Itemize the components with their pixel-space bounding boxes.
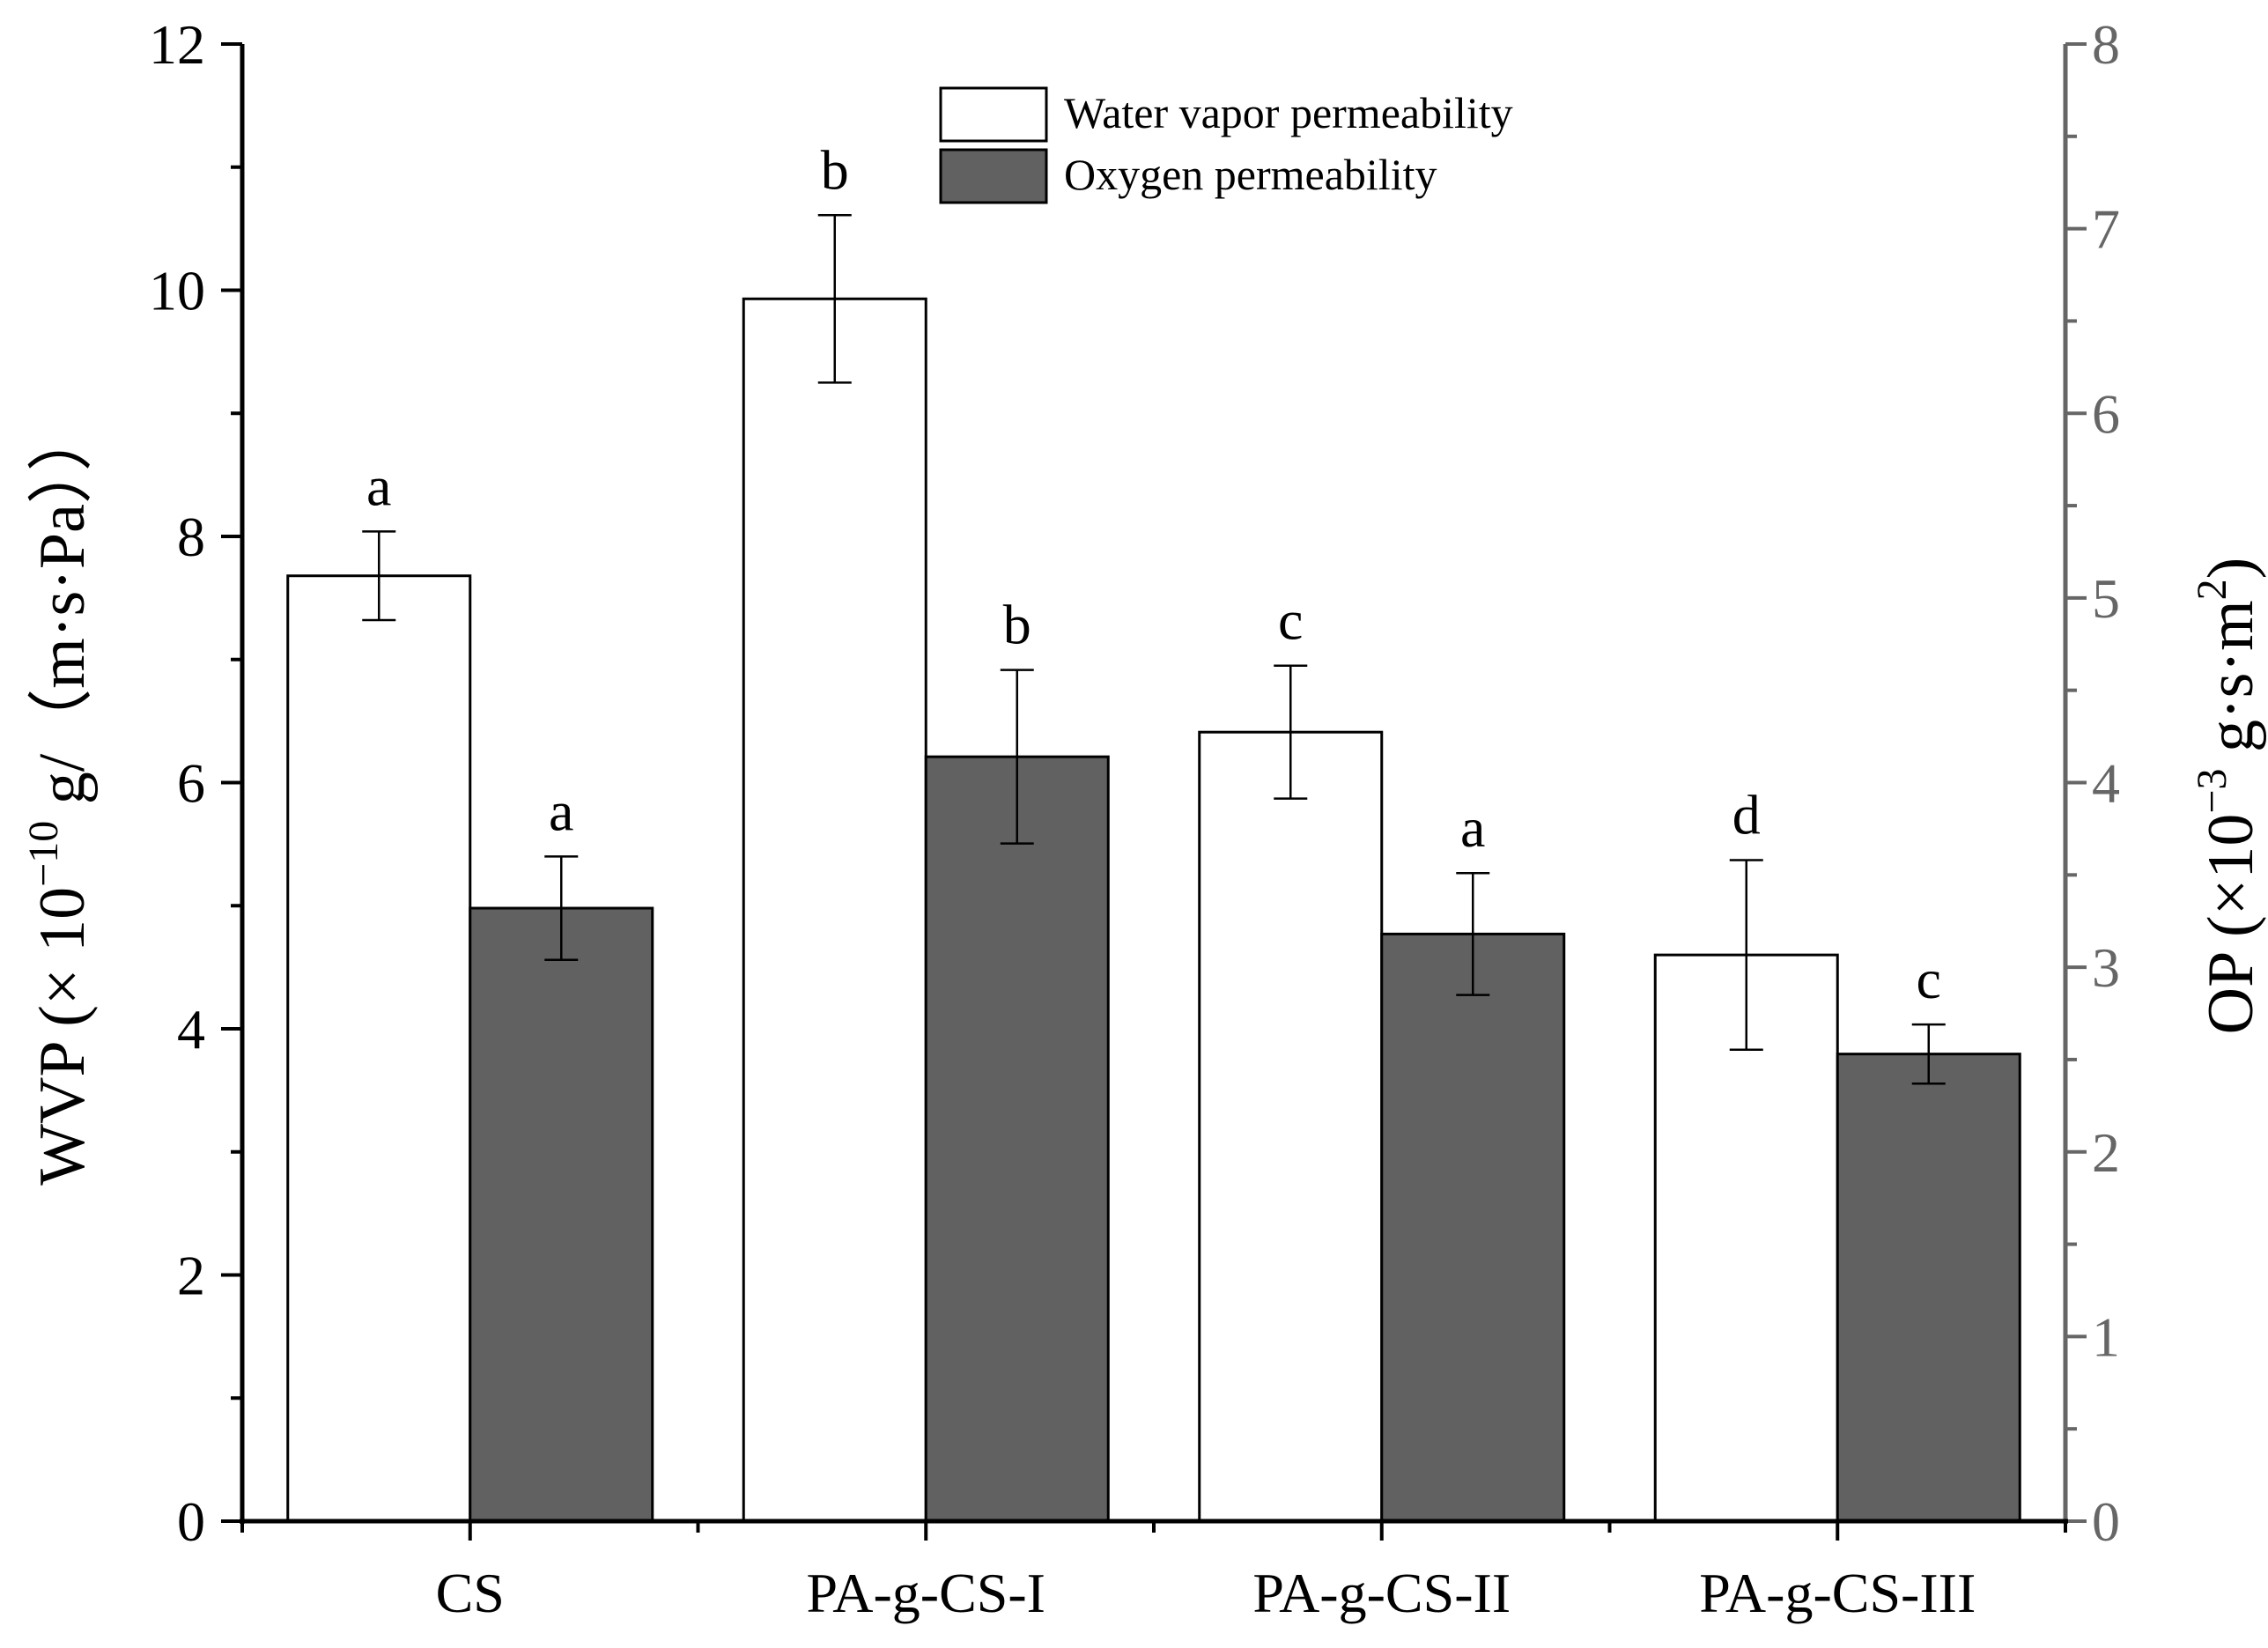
bar-op-3 bbox=[1380, 932, 1566, 1523]
error-bar-op-4 bbox=[1911, 1023, 1946, 1085]
significance-letter-wvp-4: d bbox=[1732, 784, 1761, 846]
legend: Water vapor permeability Oxygen permeabil… bbox=[939, 86, 1513, 204]
bar-wvp-1 bbox=[286, 574, 472, 1523]
right-tick-label: 3 bbox=[2092, 936, 2120, 999]
significance-letter-wvp-1: a bbox=[366, 454, 391, 517]
significance-letter-wvp-2: b bbox=[821, 138, 849, 201]
left-tick-label: 2 bbox=[177, 1245, 205, 1307]
left-axis-title-prefix: WVP (× 10 bbox=[26, 887, 99, 1186]
legend-swatch-op bbox=[939, 148, 1048, 204]
right-axis-title-exponent: −3 bbox=[2189, 769, 2235, 814]
error-bar-op-3 bbox=[1456, 871, 1490, 996]
significance-letter-op-4: c bbox=[1917, 948, 1941, 1010]
bar-wvp-3 bbox=[1198, 730, 1384, 1523]
right-tick-label: 7 bbox=[2092, 198, 2120, 261]
right-tick-label: 5 bbox=[2092, 567, 2120, 630]
significance-letter-op-3: a bbox=[1460, 796, 1485, 859]
legend-label-op: Oxygen permeability bbox=[1064, 150, 1437, 199]
right-tick-label: 6 bbox=[2092, 382, 2120, 445]
error-bar-op-1 bbox=[544, 855, 579, 961]
bar-op-2 bbox=[924, 755, 1110, 1523]
right-axis-title-middle: g·s·m bbox=[2195, 600, 2267, 768]
significance-letters-layer: a a b b c a d c bbox=[366, 138, 1941, 1010]
bar-op-1 bbox=[469, 906, 654, 1523]
right-tick-label: 1 bbox=[2092, 1305, 2120, 1368]
left-tick-label: 0 bbox=[177, 1490, 205, 1553]
x-tick-label: PA-g-CS-III bbox=[1699, 1562, 1976, 1624]
left-axis-title-exponent: −10 bbox=[20, 821, 67, 887]
left-tick-label: 6 bbox=[177, 752, 205, 815]
error-bar-wvp-3 bbox=[1274, 664, 1308, 800]
legend-label-wvp: Water vapor permeability bbox=[1064, 88, 1513, 137]
right-axis-title-prefix: OP (×10 bbox=[2195, 814, 2267, 1035]
significance-letter-wvp-3: c bbox=[1278, 589, 1303, 652]
error-bar-wvp-2 bbox=[817, 214, 852, 384]
legend-swatch-wvp bbox=[939, 86, 1048, 143]
right-axis-title: OP (×10−3 g·s·m2) bbox=[2189, 558, 2267, 1035]
significance-letter-op-1: a bbox=[549, 780, 573, 842]
error-bar-wvp-4 bbox=[1729, 859, 1763, 1052]
x-tick-label: PA-g-CS-II bbox=[1252, 1562, 1511, 1624]
right-axis-title-suffix: ) bbox=[2195, 558, 2267, 580]
right-tick-label: 4 bbox=[2092, 752, 2120, 815]
right-tick-label: 8 bbox=[2092, 13, 2120, 76]
left-axis-title-suffix: g/（m·s·Pa）） bbox=[26, 406, 99, 821]
bar-wvp-2 bbox=[742, 297, 927, 1523]
error-bar-op-2 bbox=[1000, 669, 1034, 845]
right-tick-label: 0 bbox=[2092, 1490, 2120, 1553]
right-axis-title-exponent-2: 2 bbox=[2189, 579, 2235, 600]
left-tick-label: 8 bbox=[177, 506, 205, 568]
significance-letter-op-2: b bbox=[1003, 594, 1031, 656]
left-tick-label: 10 bbox=[149, 260, 205, 322]
x-tick-label: PA-g-CS-I bbox=[807, 1562, 1045, 1624]
left-tick-label: 4 bbox=[177, 998, 205, 1060]
right-tick-label: 2 bbox=[2092, 1121, 2120, 1184]
error-bar-wvp-1 bbox=[362, 530, 396, 622]
left-tick-label: 12 bbox=[149, 13, 205, 76]
left-axis-title: WVP (× 10−10 g/（m·s·Pa）） bbox=[20, 406, 99, 1186]
x-tick-label: CS bbox=[436, 1562, 505, 1624]
bars-layer bbox=[286, 297, 2021, 1523]
error-bars-layer bbox=[362, 214, 1946, 1085]
bar-op-4 bbox=[1836, 1053, 2021, 1523]
